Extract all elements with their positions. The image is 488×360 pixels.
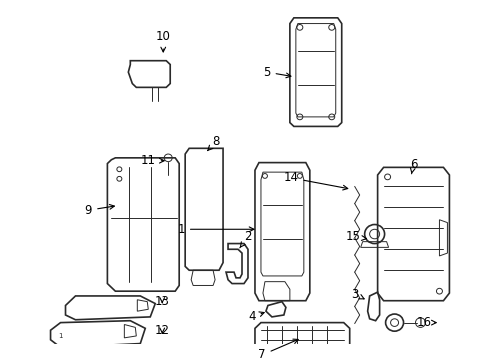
Text: 10: 10 xyxy=(156,30,170,52)
Text: 4: 4 xyxy=(248,310,264,323)
Text: 5: 5 xyxy=(263,66,290,78)
Text: 1: 1 xyxy=(59,333,63,339)
Text: 9: 9 xyxy=(84,204,114,217)
Text: 7: 7 xyxy=(258,339,298,360)
Text: 2: 2 xyxy=(239,230,251,248)
Text: 12: 12 xyxy=(154,324,169,337)
Text: 3: 3 xyxy=(350,288,364,301)
Text: 1: 1 xyxy=(177,223,253,236)
Text: 8: 8 xyxy=(207,135,219,150)
Text: 14: 14 xyxy=(283,171,347,190)
Text: 15: 15 xyxy=(345,230,366,243)
Text: 13: 13 xyxy=(155,295,169,308)
Text: 11: 11 xyxy=(141,154,164,167)
Text: 16: 16 xyxy=(416,316,435,329)
Text: 6: 6 xyxy=(409,158,416,174)
